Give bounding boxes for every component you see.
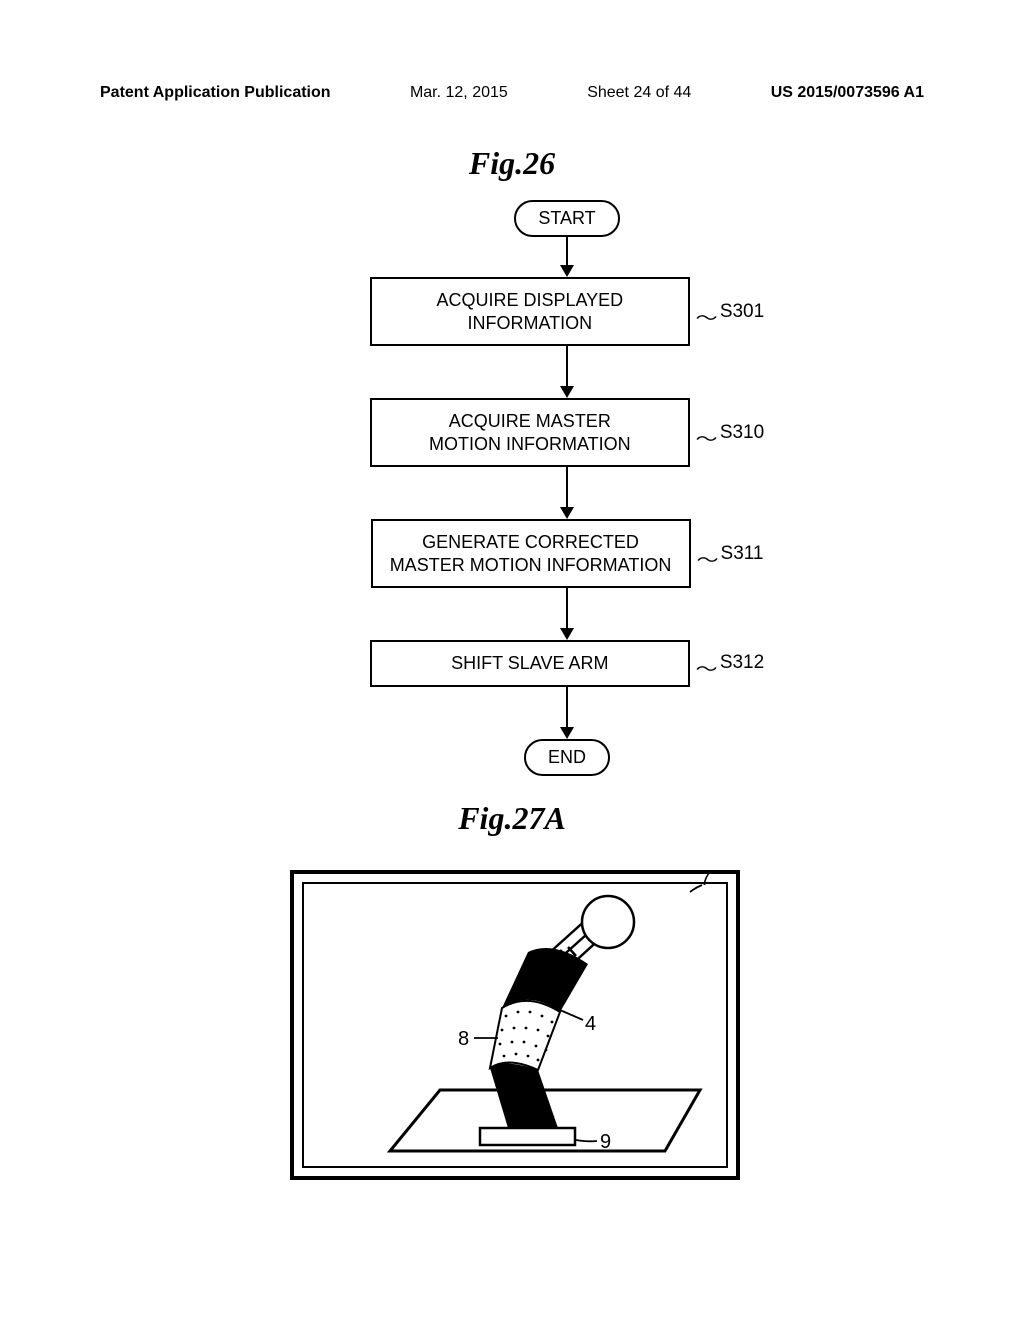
figure-27a-title: Fig.27A	[0, 800, 1024, 837]
label-screen: 7	[700, 870, 711, 890]
process-row: ACQUIRE MASTERMOTION INFORMATION 〜 S310	[370, 398, 764, 467]
step-label: 〜 S301	[720, 301, 764, 323]
arm-lower-dark	[490, 1063, 558, 1128]
process-acquire-master: ACQUIRE MASTERMOTION INFORMATION	[370, 398, 690, 467]
label-plate: 9	[600, 1131, 611, 1153]
leader-icon: 〜	[695, 655, 717, 680]
label-tissue: 8	[458, 1028, 469, 1050]
flow-arrow	[560, 687, 574, 739]
step-label: 〜 S310	[720, 422, 764, 444]
leader-icon: 〜	[695, 304, 717, 329]
process-shift-slave: SHIFT SLAVE ARM	[370, 640, 690, 687]
flowchart: START ACQUIRE DISPLAYEDINFORMATION 〜 S30…	[55, 200, 1024, 776]
flow-arrow	[560, 467, 574, 519]
publication-label: Patent Application Publication	[100, 84, 331, 102]
sheet-number: Sheet 24 of 44	[587, 84, 691, 102]
process-row: GENERATE CORRECTEDMASTER MOTION INFORMAT…	[371, 519, 764, 588]
step-label-text: S311	[721, 543, 764, 564]
figure-27a-svg: 7 4 8 9	[290, 870, 740, 1180]
step-label: 〜 S312	[720, 652, 764, 674]
process-row: ACQUIRE DISPLAYEDINFORMATION 〜 S301	[370, 277, 764, 346]
page-header: Patent Application Publication Mar. 12, …	[100, 84, 924, 102]
figure-27a-illustration: 7 4 8 9	[290, 870, 740, 1180]
ball-icon	[582, 896, 634, 948]
leader-icon: 〜	[695, 425, 717, 450]
end-terminator: END	[524, 739, 610, 776]
publication-date: Mar. 12, 2015	[410, 84, 508, 102]
step-label-text: S310	[720, 422, 764, 443]
step-label: 〜 S311	[721, 543, 764, 565]
start-terminator: START	[514, 200, 619, 237]
label-arm: 4	[585, 1013, 596, 1035]
process-acquire-displayed: ACQUIRE DISPLAYEDINFORMATION	[370, 277, 690, 346]
step-label-text: S301	[720, 301, 764, 322]
process-generate-corrected: GENERATE CORRECTEDMASTER MOTION INFORMAT…	[371, 519, 691, 588]
publication-number: US 2015/0073596 A1	[771, 84, 924, 102]
plate	[480, 1128, 575, 1145]
flow-arrow	[560, 588, 574, 640]
flow-arrow	[560, 237, 574, 277]
figure-26-title: Fig.26	[0, 145, 1024, 182]
process-row: SHIFT SLAVE ARM 〜 S312	[370, 640, 764, 687]
arm-middle-dotted	[490, 1001, 560, 1070]
flow-arrow	[560, 346, 574, 398]
leader-icon: 〜	[696, 546, 718, 571]
step-label-text: S312	[720, 652, 764, 673]
